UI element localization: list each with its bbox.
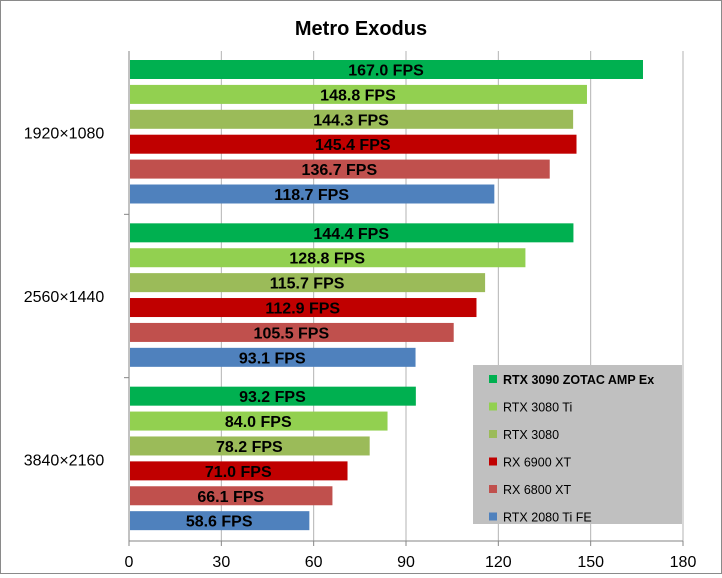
bars: 167.0 FPS 148.8 FPS 144.3 FPS 145.4 FPS 136.… xyxy=(130,60,643,531)
bar-value-label: 128.8 FPS xyxy=(289,251,365,268)
bar-value-label: 66.1 FPS xyxy=(197,489,264,506)
bar-value-label: 105.5 FPS xyxy=(254,325,330,342)
bar-value-label: 136.7 FPS xyxy=(302,162,378,179)
x-tick-label: 30 xyxy=(212,554,230,571)
legend-label: RTX 3080 xyxy=(503,428,559,442)
x-tick-label: 150 xyxy=(577,554,604,571)
bar xyxy=(130,347,416,367)
bar xyxy=(130,84,587,104)
bar xyxy=(130,322,454,342)
legend-label: RX 6800 XT xyxy=(503,483,571,497)
bar-value-label: 118.7 FPS xyxy=(274,187,349,204)
bar xyxy=(130,109,574,129)
legend-swatch xyxy=(489,457,497,466)
legend-label: RTX 3090 ZOTAC AMP Ex xyxy=(503,373,654,387)
legend-swatch xyxy=(489,375,497,383)
x-tick-label: 120 xyxy=(485,554,512,571)
bar xyxy=(130,436,370,456)
bar xyxy=(130,511,310,531)
legend-swatch xyxy=(489,485,497,493)
legend-box xyxy=(473,365,682,524)
bar-value-label: 148.8 FPS xyxy=(320,87,396,104)
bar xyxy=(130,486,333,506)
legend-swatch xyxy=(489,430,497,438)
bar xyxy=(130,461,348,481)
bar xyxy=(130,411,388,431)
x-tick-label: 180 xyxy=(670,554,697,571)
category-label: 2560×1440 xyxy=(24,289,105,306)
bar-value-label: 93.1 FPS xyxy=(239,350,306,367)
bar xyxy=(130,273,486,293)
bar xyxy=(130,159,550,179)
legend-label: RX 6900 XT xyxy=(503,456,571,470)
x-tick-label: 0 xyxy=(125,554,134,571)
legend-swatch xyxy=(489,402,497,411)
x-tick-label: 90 xyxy=(397,554,415,571)
bar-value-label: 112.9 FPS xyxy=(265,301,340,318)
chart-title: Metro Exodus xyxy=(295,18,427,40)
axes: 0 30 60 90 120 150 180 1920×1080 2560×1440 3840×2… xyxy=(24,51,697,571)
bar-value-label: 71.0 FPS xyxy=(205,464,272,481)
bar-value-label: 144.4 FPS xyxy=(313,226,389,243)
category-label: 3840×2160 xyxy=(24,452,105,469)
bar-value-label: 144.3 FPS xyxy=(313,112,389,129)
legend-label: RTX 2080 Ti FE xyxy=(503,511,592,525)
legend: RTX 3090 ZOTAC AMP Ex RTX 3080 Ti RTX 3080… xyxy=(473,365,682,525)
bar-value-label: 145.4 FPS xyxy=(315,137,391,154)
bar-value-label: 78.2 FPS xyxy=(216,439,283,456)
bar-value-label: 115.7 FPS xyxy=(270,276,345,293)
bar xyxy=(130,134,577,154)
bar xyxy=(130,298,477,318)
bar-value-label: 58.6 FPS xyxy=(186,514,253,531)
bar xyxy=(130,223,574,243)
bar xyxy=(130,248,526,268)
bar-value-label: 84.0 FPS xyxy=(225,414,292,431)
bar-value-label: 93.2 FPS xyxy=(239,389,306,406)
category-label: 1920×1080 xyxy=(24,126,105,143)
bar xyxy=(130,386,416,406)
legend-swatch xyxy=(489,512,497,521)
bar-value-label: 167.0 FPS xyxy=(348,63,424,80)
legend-label: RTX 3080 Ti xyxy=(503,401,572,415)
bar xyxy=(130,60,643,79)
gridlines xyxy=(220,51,684,541)
bar xyxy=(130,184,495,204)
x-tick-label: 60 xyxy=(305,554,323,571)
